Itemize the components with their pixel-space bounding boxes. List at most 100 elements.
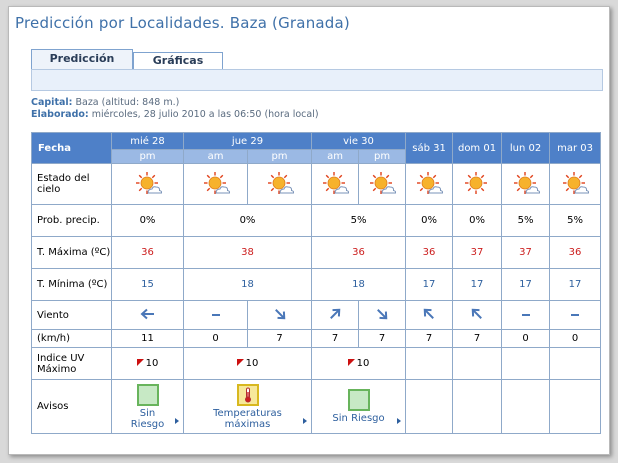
sky-cell <box>358 163 407 205</box>
kmh-value: 7 <box>405 329 454 348</box>
tmin-value: 17 <box>452 268 503 301</box>
uv-value: 10 <box>245 358 259 369</box>
kmh-value: 0 <box>549 329 602 348</box>
kmh-value: 7 <box>358 329 407 348</box>
prob-value: 5% <box>501 204 551 237</box>
forecast-table: Fecha mié 28 jue 29 vie 30 sáb 31 dom 01… <box>31 132 602 434</box>
tmin-value: 17 <box>501 268 551 301</box>
day-header: mié 28 <box>111 132 184 150</box>
aviso-empty <box>452 379 503 434</box>
arrow-west-icon <box>140 306 156 325</box>
period-header: pm <box>358 149 407 164</box>
sun-with-cloud-icon <box>249 170 311 198</box>
kmh-label: (km/h) <box>31 329 112 348</box>
thermometer-warning-icon <box>236 383 259 406</box>
green-warning-icon <box>347 389 370 411</box>
arrow-right-icon <box>175 418 179 424</box>
tmax-value: 36 <box>405 236 454 269</box>
wind-cell <box>111 300 184 330</box>
uv-flag-icon <box>347 359 355 366</box>
page-title: Predicción por Localidades. Baza (Granad… <box>15 14 350 32</box>
wind-cell <box>549 300 602 330</box>
arrow-southeast-icon <box>272 306 288 325</box>
sky-cell <box>501 163 551 205</box>
tmax-value: 38 <box>182 236 313 269</box>
day-header: dom 01 <box>452 132 503 164</box>
sky-cell <box>246 163 313 205</box>
tmin-value: 18 <box>311 268 407 301</box>
uv-cell <box>452 347 503 380</box>
aviso-empty <box>405 379 454 434</box>
estado-label: Estado del cielo <box>31 163 112 205</box>
sun-with-cloud-icon <box>185 170 247 198</box>
tmax-label: T. Máxima (ºC) <box>31 236 112 269</box>
green-warning-icon <box>136 383 159 406</box>
tmin-value: 17 <box>549 268 602 301</box>
tmin-value: 17 <box>405 268 454 301</box>
uv-cell <box>549 347 602 380</box>
prob-value: 0% <box>111 204 184 237</box>
kmh-value: 0 <box>501 329 551 348</box>
uv-cell: 10 <box>311 347 407 380</box>
prob-value: 0% <box>405 204 454 237</box>
tab-prediccion[interactable]: Predicción <box>31 49 133 70</box>
fecha-header: Fecha <box>31 132 112 164</box>
tab-graficas[interactable]: Gráficas <box>133 52 223 69</box>
calm-dash-icon <box>521 313 530 316</box>
viento-label: Viento <box>31 300 112 330</box>
sun-with-cloud-icon <box>551 170 600 198</box>
tmin-value: 18 <box>182 268 313 301</box>
location-info: Capital: Baza (altitud: 848 m.) Elaborad… <box>31 97 319 121</box>
aviso-empty <box>549 379 602 434</box>
prob-value: 5% <box>311 204 407 237</box>
sun-with-cloud-icon <box>407 170 452 198</box>
aviso-text: Sin Riesgo <box>130 407 165 430</box>
wind-cell <box>358 300 407 330</box>
wind-cell <box>452 300 503 330</box>
uv-cell: 10 <box>182 347 313 380</box>
tmax-value: 37 <box>452 236 503 269</box>
elaborado-label: Elaborado: <box>31 109 89 120</box>
period-header: am <box>311 149 360 164</box>
elaborado-value: miércoles, 28 julio 2010 a las 06:50 (ho… <box>91 109 319 120</box>
forecast-panel: Predicción por Localidades. Baza (Granad… <box>8 6 610 455</box>
day-header: sáb 31 <box>405 132 454 164</box>
uv-cell <box>501 347 551 380</box>
prob-value: 0% <box>182 204 313 237</box>
wind-cell <box>183 300 248 330</box>
sky-cell <box>183 163 248 205</box>
kmh-value: 7 <box>246 329 313 348</box>
uv-value: 10 <box>356 358 370 369</box>
kmh-value: 0 <box>183 329 248 348</box>
prob-value: 5% <box>549 204 602 237</box>
kmh-value: 7 <box>452 329 503 348</box>
aviso-empty <box>501 379 551 434</box>
sky-cell <box>405 163 454 205</box>
arrow-northwest-icon <box>421 306 437 325</box>
sky-cell <box>549 163 602 205</box>
day-header: jue 29 <box>182 132 313 150</box>
kmh-value: 11 <box>111 329 184 348</box>
aviso-temperaturas[interactable]: Temperaturas máximas <box>182 379 313 434</box>
arrow-right-icon <box>303 418 308 424</box>
tmin-value: 15 <box>111 268 184 301</box>
arrow-southeast-icon <box>374 306 390 325</box>
sky-cell <box>452 163 503 205</box>
uv-label: Indice UV Máximo <box>31 347 112 380</box>
sun-icon <box>454 170 501 198</box>
sun-with-cloud-icon <box>113 170 183 198</box>
aviso-sin-riesgo[interactable]: Sin Riesgo <box>111 379 184 434</box>
uv-flag-icon <box>236 359 244 366</box>
capital-label: Capital: <box>31 97 73 108</box>
tmax-value: 37 <box>501 236 551 269</box>
aviso-sin-riesgo[interactable]: Sin Riesgo <box>311 379 407 434</box>
tmax-value: 36 <box>549 236 602 269</box>
period-header: am <box>183 149 248 164</box>
uv-cell: 10 <box>111 347 184 380</box>
tmax-value: 36 <box>311 236 407 269</box>
kmh-value: 7 <box>311 329 360 348</box>
prob-value: 0% <box>452 204 503 237</box>
arrow-northwest-icon <box>469 306 485 325</box>
wind-cell <box>405 300 454 330</box>
day-header: mar 03 <box>549 132 602 164</box>
